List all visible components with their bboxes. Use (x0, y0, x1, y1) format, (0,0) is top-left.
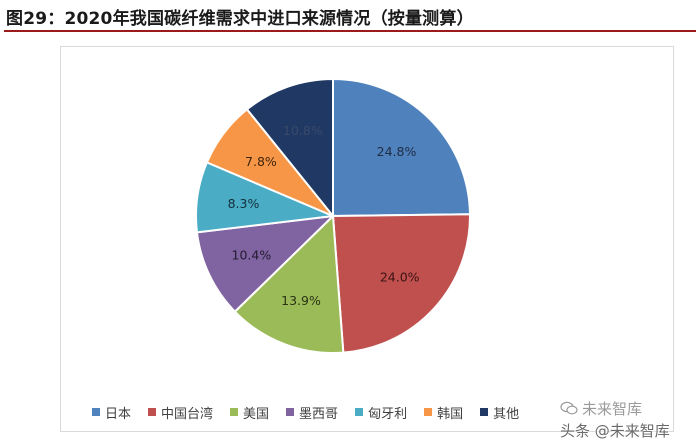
wechat-logo-icon (560, 401, 578, 415)
legend-item-2: 美国 (230, 403, 269, 422)
pie-slice-6 (245, 77, 334, 219)
legend-label-2: 美国 (243, 406, 270, 422)
legend-item-0: 日本 (92, 403, 131, 422)
legend-item-5: 韩国 (424, 403, 463, 422)
legend-item-4: 匈牙利 (355, 403, 407, 422)
pie-data-label-2: 13.9% (281, 293, 321, 308)
legend-item-1: 中国台湾 (148, 403, 213, 422)
pie-data-label-3: 10.4% (232, 248, 272, 263)
legend-item-6: 其他 (480, 403, 519, 422)
legend-label-3: 墨西哥 (299, 406, 339, 422)
legend-swatch-0 (92, 408, 100, 416)
legend-swatch-1 (148, 408, 157, 416)
pie-data-label-4: 8.3% (228, 196, 260, 211)
legend-swatch-3 (286, 408, 295, 416)
pie-data-label-6: 10.8% (283, 123, 323, 138)
legend-label-6: 其他 (493, 406, 520, 422)
pie-slice-0 (332, 77, 472, 218)
pie-slice-2 (233, 213, 345, 354)
legend-label-4: 匈牙利 (368, 406, 408, 422)
figure-title: 图29：2020年我国碳纤维需求中进口来源情况（按量测算） (6, 9, 474, 29)
legend-swatch-5 (424, 408, 433, 416)
chart-legend: 日本 中国台湾 美国 墨西哥 匈牙利 韩国 其他 (92, 402, 519, 422)
legend-label-0: 日本 (105, 406, 132, 422)
pie-data-label-1: 24.0% (380, 270, 420, 285)
legend-swatch-4 (355, 408, 364, 416)
legend-swatch-2 (230, 408, 239, 416)
legend-swatch-6 (480, 408, 489, 416)
pie-slice-3 (195, 214, 336, 314)
legend-label-1: 中国台湾 (161, 406, 214, 422)
legend-label-5: 韩国 (437, 406, 464, 422)
legend-item-3: 墨西哥 (286, 403, 338, 422)
watermark-source: 头条 @未来智库 (560, 422, 670, 440)
title-divider (4, 30, 696, 32)
pie-slice-1 (331, 213, 471, 354)
watermark-brand: 未来智库 (582, 400, 643, 418)
pie-data-label-5: 7.8% (245, 154, 277, 169)
pie-data-label-0: 24.8% (377, 144, 417, 159)
